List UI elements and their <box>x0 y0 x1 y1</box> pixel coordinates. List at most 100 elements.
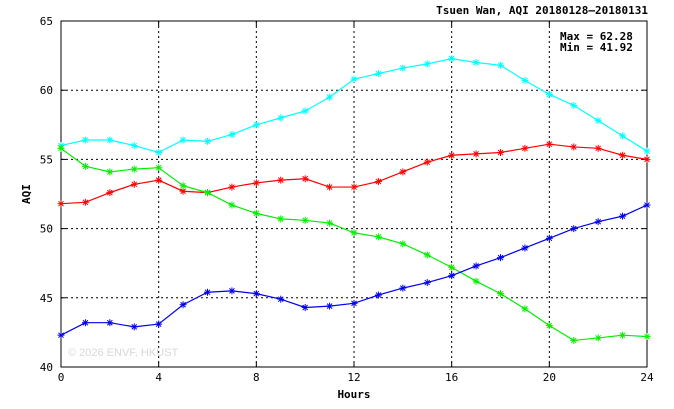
y-tick-label: 55 <box>40 153 53 166</box>
data-point <box>130 180 138 188</box>
data-point <box>472 262 480 270</box>
data-point <box>374 291 382 299</box>
chart-title: Tsuen Wan, AQI 20180128–20180131 <box>436 4 648 17</box>
data-point <box>570 143 578 151</box>
data-point <box>594 117 602 125</box>
data-point <box>594 218 602 226</box>
data-point <box>179 301 187 309</box>
data-point <box>106 189 114 197</box>
data-point <box>521 305 529 313</box>
data-point <box>643 155 651 163</box>
watermark: © 2026 ENVF, HKUST <box>68 347 178 359</box>
data-point <box>643 333 651 341</box>
y-tick-label: 40 <box>40 361 53 374</box>
series-line <box>60 204 648 336</box>
x-tick-label: 24 <box>640 371 654 384</box>
data-point <box>545 321 553 329</box>
data-point <box>594 144 602 152</box>
y-axis-label: AQI <box>20 184 33 204</box>
data-point <box>497 148 504 156</box>
data-point <box>521 244 529 252</box>
data-point <box>521 77 529 85</box>
data-point <box>423 279 431 287</box>
data-point <box>130 323 138 331</box>
data-point <box>350 229 358 237</box>
data-point <box>350 75 358 83</box>
data-point <box>545 140 553 148</box>
data-point <box>570 336 578 344</box>
series-1 <box>57 140 651 208</box>
data-point <box>643 201 651 209</box>
data-point <box>472 277 480 285</box>
data-point <box>472 59 480 67</box>
x-tick-label: 20 <box>543 371 556 384</box>
data-point <box>81 198 89 206</box>
data-point <box>130 165 138 173</box>
y-tick-label: 50 <box>40 223 53 236</box>
data-point <box>155 164 163 172</box>
data-point <box>448 272 456 280</box>
data-point <box>350 183 358 191</box>
data-point <box>497 61 504 69</box>
data-point <box>326 219 334 227</box>
data-point <box>301 216 309 224</box>
data-point <box>301 303 309 311</box>
data-point <box>545 90 553 98</box>
axis-ticks: 0 4 8 12 16 20 24 40 45 50 55 60 65 <box>40 15 654 384</box>
data-point <box>619 331 627 339</box>
y-tick-label: 60 <box>40 84 53 97</box>
data-point <box>106 168 114 176</box>
x-tick-label: 8 <box>253 371 260 384</box>
data-point <box>643 147 651 155</box>
data-point <box>57 331 65 339</box>
x-tick-label: 12 <box>347 371 360 384</box>
grid <box>61 21 647 367</box>
data-point <box>277 215 285 223</box>
x-tick-label: 16 <box>445 371 458 384</box>
data-point <box>179 182 187 190</box>
data-point <box>204 137 211 145</box>
data-point <box>81 136 89 144</box>
data-point <box>57 200 65 208</box>
data-point <box>619 212 627 220</box>
data-point <box>350 299 358 307</box>
data-point <box>619 132 627 140</box>
data-point <box>423 158 431 166</box>
data-point <box>228 201 236 209</box>
data-point <box>252 209 260 217</box>
data-point <box>301 107 309 115</box>
data-point <box>252 179 260 187</box>
data-point <box>301 175 309 183</box>
data-point <box>277 114 285 122</box>
data-point <box>326 183 334 191</box>
data-point <box>81 319 89 327</box>
data-point <box>570 101 578 109</box>
data-point <box>594 334 602 342</box>
data-point <box>155 176 163 184</box>
data-point <box>228 130 236 138</box>
data-point <box>374 178 382 186</box>
data-point <box>497 254 504 262</box>
x-axis-label: Hours <box>337 388 370 401</box>
data-point <box>155 148 163 156</box>
max-stat: Max = 62.28 <box>560 30 633 43</box>
data-point <box>81 162 89 170</box>
data-point <box>252 121 260 129</box>
series-3 <box>57 201 651 339</box>
min-stat: Min = 41.92 <box>560 41 633 54</box>
x-tick-label: 4 <box>155 371 162 384</box>
data-point <box>374 233 382 241</box>
data-point <box>277 176 285 184</box>
data-point <box>521 144 529 152</box>
data-point <box>326 302 334 310</box>
data-point <box>57 144 65 152</box>
series-0 <box>57 55 651 156</box>
data-point <box>130 142 138 150</box>
data-point <box>472 150 480 158</box>
data-point <box>106 136 114 144</box>
data-point <box>570 225 578 233</box>
y-tick-label: 65 <box>40 15 53 28</box>
data-point <box>448 263 456 271</box>
series-2 <box>57 144 651 344</box>
